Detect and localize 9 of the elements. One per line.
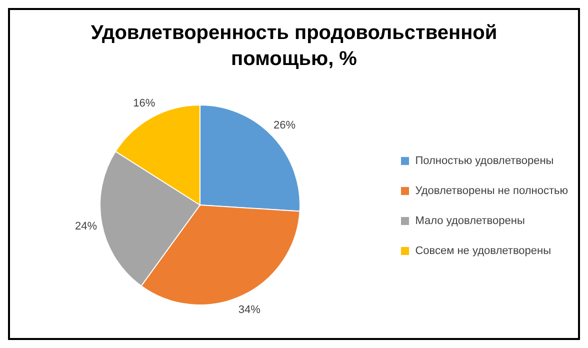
chart-title: Удовлетворенность продовольственной помощью, % [90, 21, 498, 72]
data-label: 16% [133, 97, 156, 110]
legend-label: Полностью удовлетворены [415, 154, 554, 169]
data-label: 24% [75, 220, 98, 233]
data-label: 34% [238, 304, 261, 316]
legend-label: Удовлетворены не полностью [415, 184, 568, 199]
data-label: 26% [274, 120, 296, 132]
legend-label: Мало удовлетворены [415, 214, 525, 229]
legend-label: Совсем не удовлетворены [415, 244, 551, 259]
